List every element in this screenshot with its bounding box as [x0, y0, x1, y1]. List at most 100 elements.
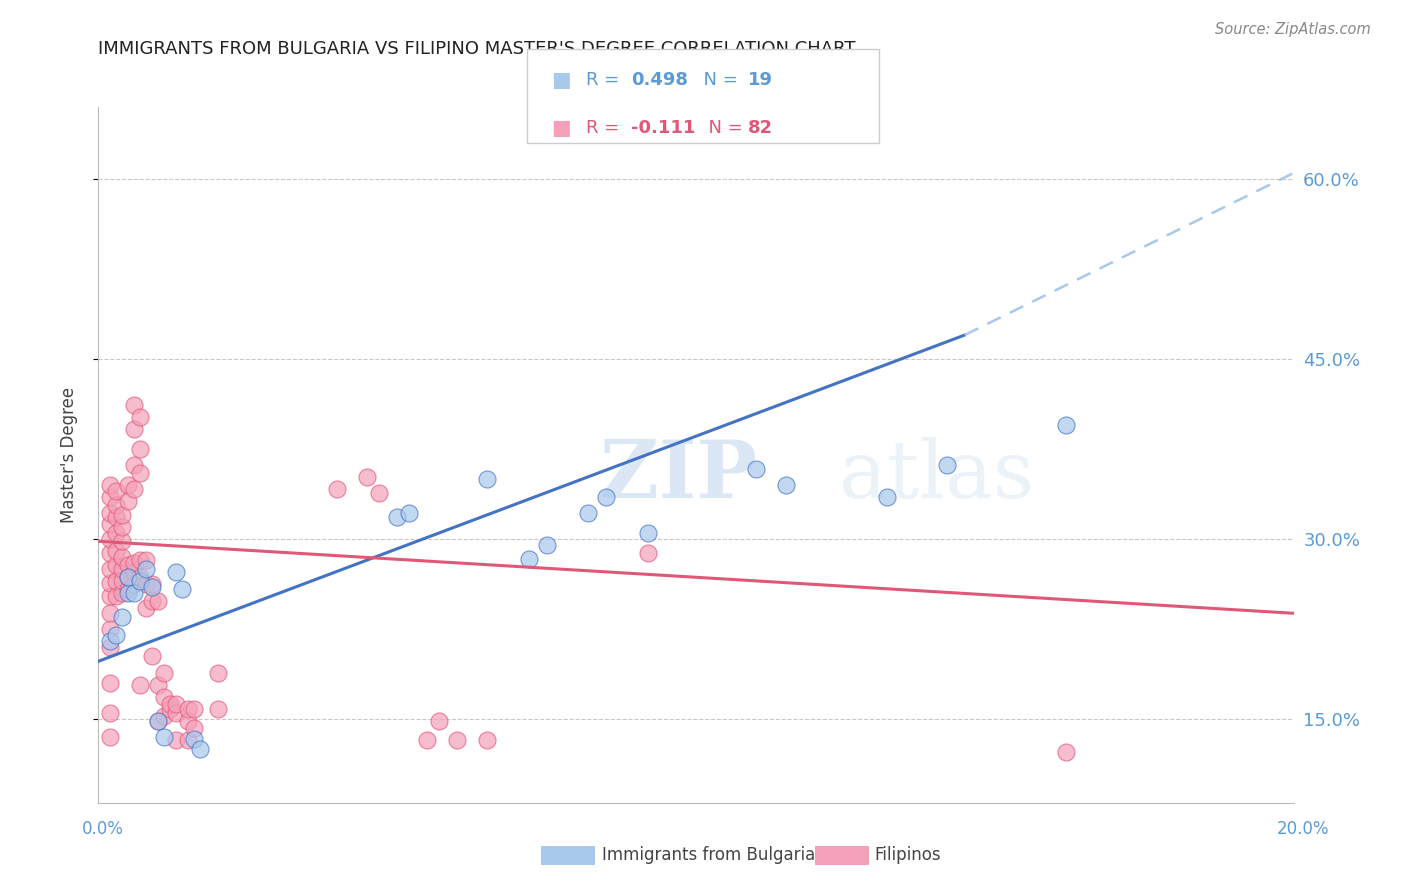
- Point: [177, 733, 200, 747]
- Point: [475, 733, 498, 747]
- Text: R =: R =: [586, 119, 626, 136]
- Text: R =: R =: [586, 71, 626, 89]
- Point: [165, 733, 187, 747]
- Point: [124, 482, 146, 496]
- Point: [148, 714, 170, 729]
- Point: [153, 690, 176, 705]
- Point: [124, 458, 146, 472]
- Point: [398, 506, 420, 520]
- Point: [356, 469, 378, 483]
- Point: [141, 580, 163, 594]
- Point: [100, 633, 122, 648]
- Point: [129, 553, 152, 567]
- Point: [129, 409, 152, 424]
- Point: [100, 517, 122, 532]
- Point: [1054, 417, 1078, 432]
- Point: [111, 562, 134, 576]
- Point: [148, 714, 170, 729]
- Point: [105, 574, 128, 588]
- Point: [105, 510, 128, 524]
- Point: [129, 574, 152, 588]
- Text: IMMIGRANTS FROM BULGARIA VS FILIPINO MASTER'S DEGREE CORRELATION CHART: IMMIGRANTS FROM BULGARIA VS FILIPINO MAS…: [98, 40, 856, 58]
- Point: [141, 649, 163, 664]
- Point: [595, 490, 617, 504]
- Point: [578, 506, 600, 520]
- Point: [124, 577, 146, 591]
- Point: [111, 610, 134, 624]
- Point: [165, 698, 187, 712]
- Point: [326, 482, 349, 496]
- Point: [105, 558, 128, 573]
- Text: atlas: atlas: [839, 437, 1035, 515]
- Text: 0.0%: 0.0%: [82, 820, 124, 838]
- Point: [100, 706, 122, 720]
- Point: [117, 570, 139, 584]
- Point: [876, 490, 898, 504]
- Point: [129, 442, 152, 456]
- Point: [141, 594, 163, 608]
- Point: [100, 532, 122, 546]
- Point: [111, 574, 134, 588]
- Text: 20.0%: 20.0%: [1277, 820, 1330, 838]
- Text: N =: N =: [692, 71, 744, 89]
- Point: [153, 666, 176, 681]
- Point: [165, 706, 187, 720]
- Text: ZIP: ZIP: [600, 437, 758, 515]
- Point: [745, 462, 768, 476]
- Point: [159, 698, 181, 712]
- Point: [936, 458, 959, 472]
- Point: [124, 421, 146, 435]
- Point: [183, 732, 205, 747]
- Point: [111, 534, 134, 549]
- Point: [100, 546, 122, 560]
- Point: [100, 478, 122, 492]
- Point: [368, 486, 391, 500]
- Point: [117, 558, 139, 573]
- Point: [124, 566, 146, 580]
- Point: [446, 733, 468, 747]
- Point: [141, 577, 163, 591]
- Point: [165, 566, 187, 580]
- Point: [188, 741, 211, 756]
- Point: [775, 478, 797, 492]
- Point: [177, 702, 200, 716]
- Point: [117, 570, 139, 584]
- Text: -0.111: -0.111: [631, 119, 696, 136]
- Point: [105, 590, 128, 604]
- Point: [100, 676, 122, 690]
- Point: [172, 582, 194, 597]
- Point: [129, 570, 152, 584]
- Text: Source: ZipAtlas.com: Source: ZipAtlas.com: [1215, 22, 1371, 37]
- Point: [536, 538, 558, 552]
- Point: [100, 607, 122, 621]
- Point: [153, 709, 176, 723]
- Point: [148, 678, 170, 692]
- Point: [207, 666, 229, 681]
- Point: [129, 466, 152, 480]
- Point: [135, 553, 157, 567]
- Point: [637, 525, 659, 540]
- Point: [100, 730, 122, 744]
- Point: [105, 498, 128, 512]
- Point: [135, 601, 157, 615]
- Point: [100, 640, 122, 654]
- Point: [117, 478, 139, 492]
- Point: [153, 730, 176, 744]
- Point: [100, 622, 122, 636]
- Point: [124, 398, 146, 412]
- Y-axis label: Master's Degree: Master's Degree: [59, 387, 77, 523]
- Point: [100, 590, 122, 604]
- Point: [111, 520, 134, 534]
- Point: [177, 714, 200, 729]
- Point: [117, 586, 139, 600]
- Point: [427, 714, 450, 729]
- Text: Immigrants from Bulgaria: Immigrants from Bulgaria: [602, 847, 815, 864]
- Text: 82: 82: [748, 119, 773, 136]
- Point: [111, 508, 134, 522]
- Point: [105, 483, 128, 498]
- Text: 19: 19: [748, 71, 773, 89]
- Text: 0.498: 0.498: [631, 71, 689, 89]
- Point: [1054, 746, 1078, 760]
- Text: N =: N =: [697, 119, 749, 136]
- Point: [159, 702, 181, 716]
